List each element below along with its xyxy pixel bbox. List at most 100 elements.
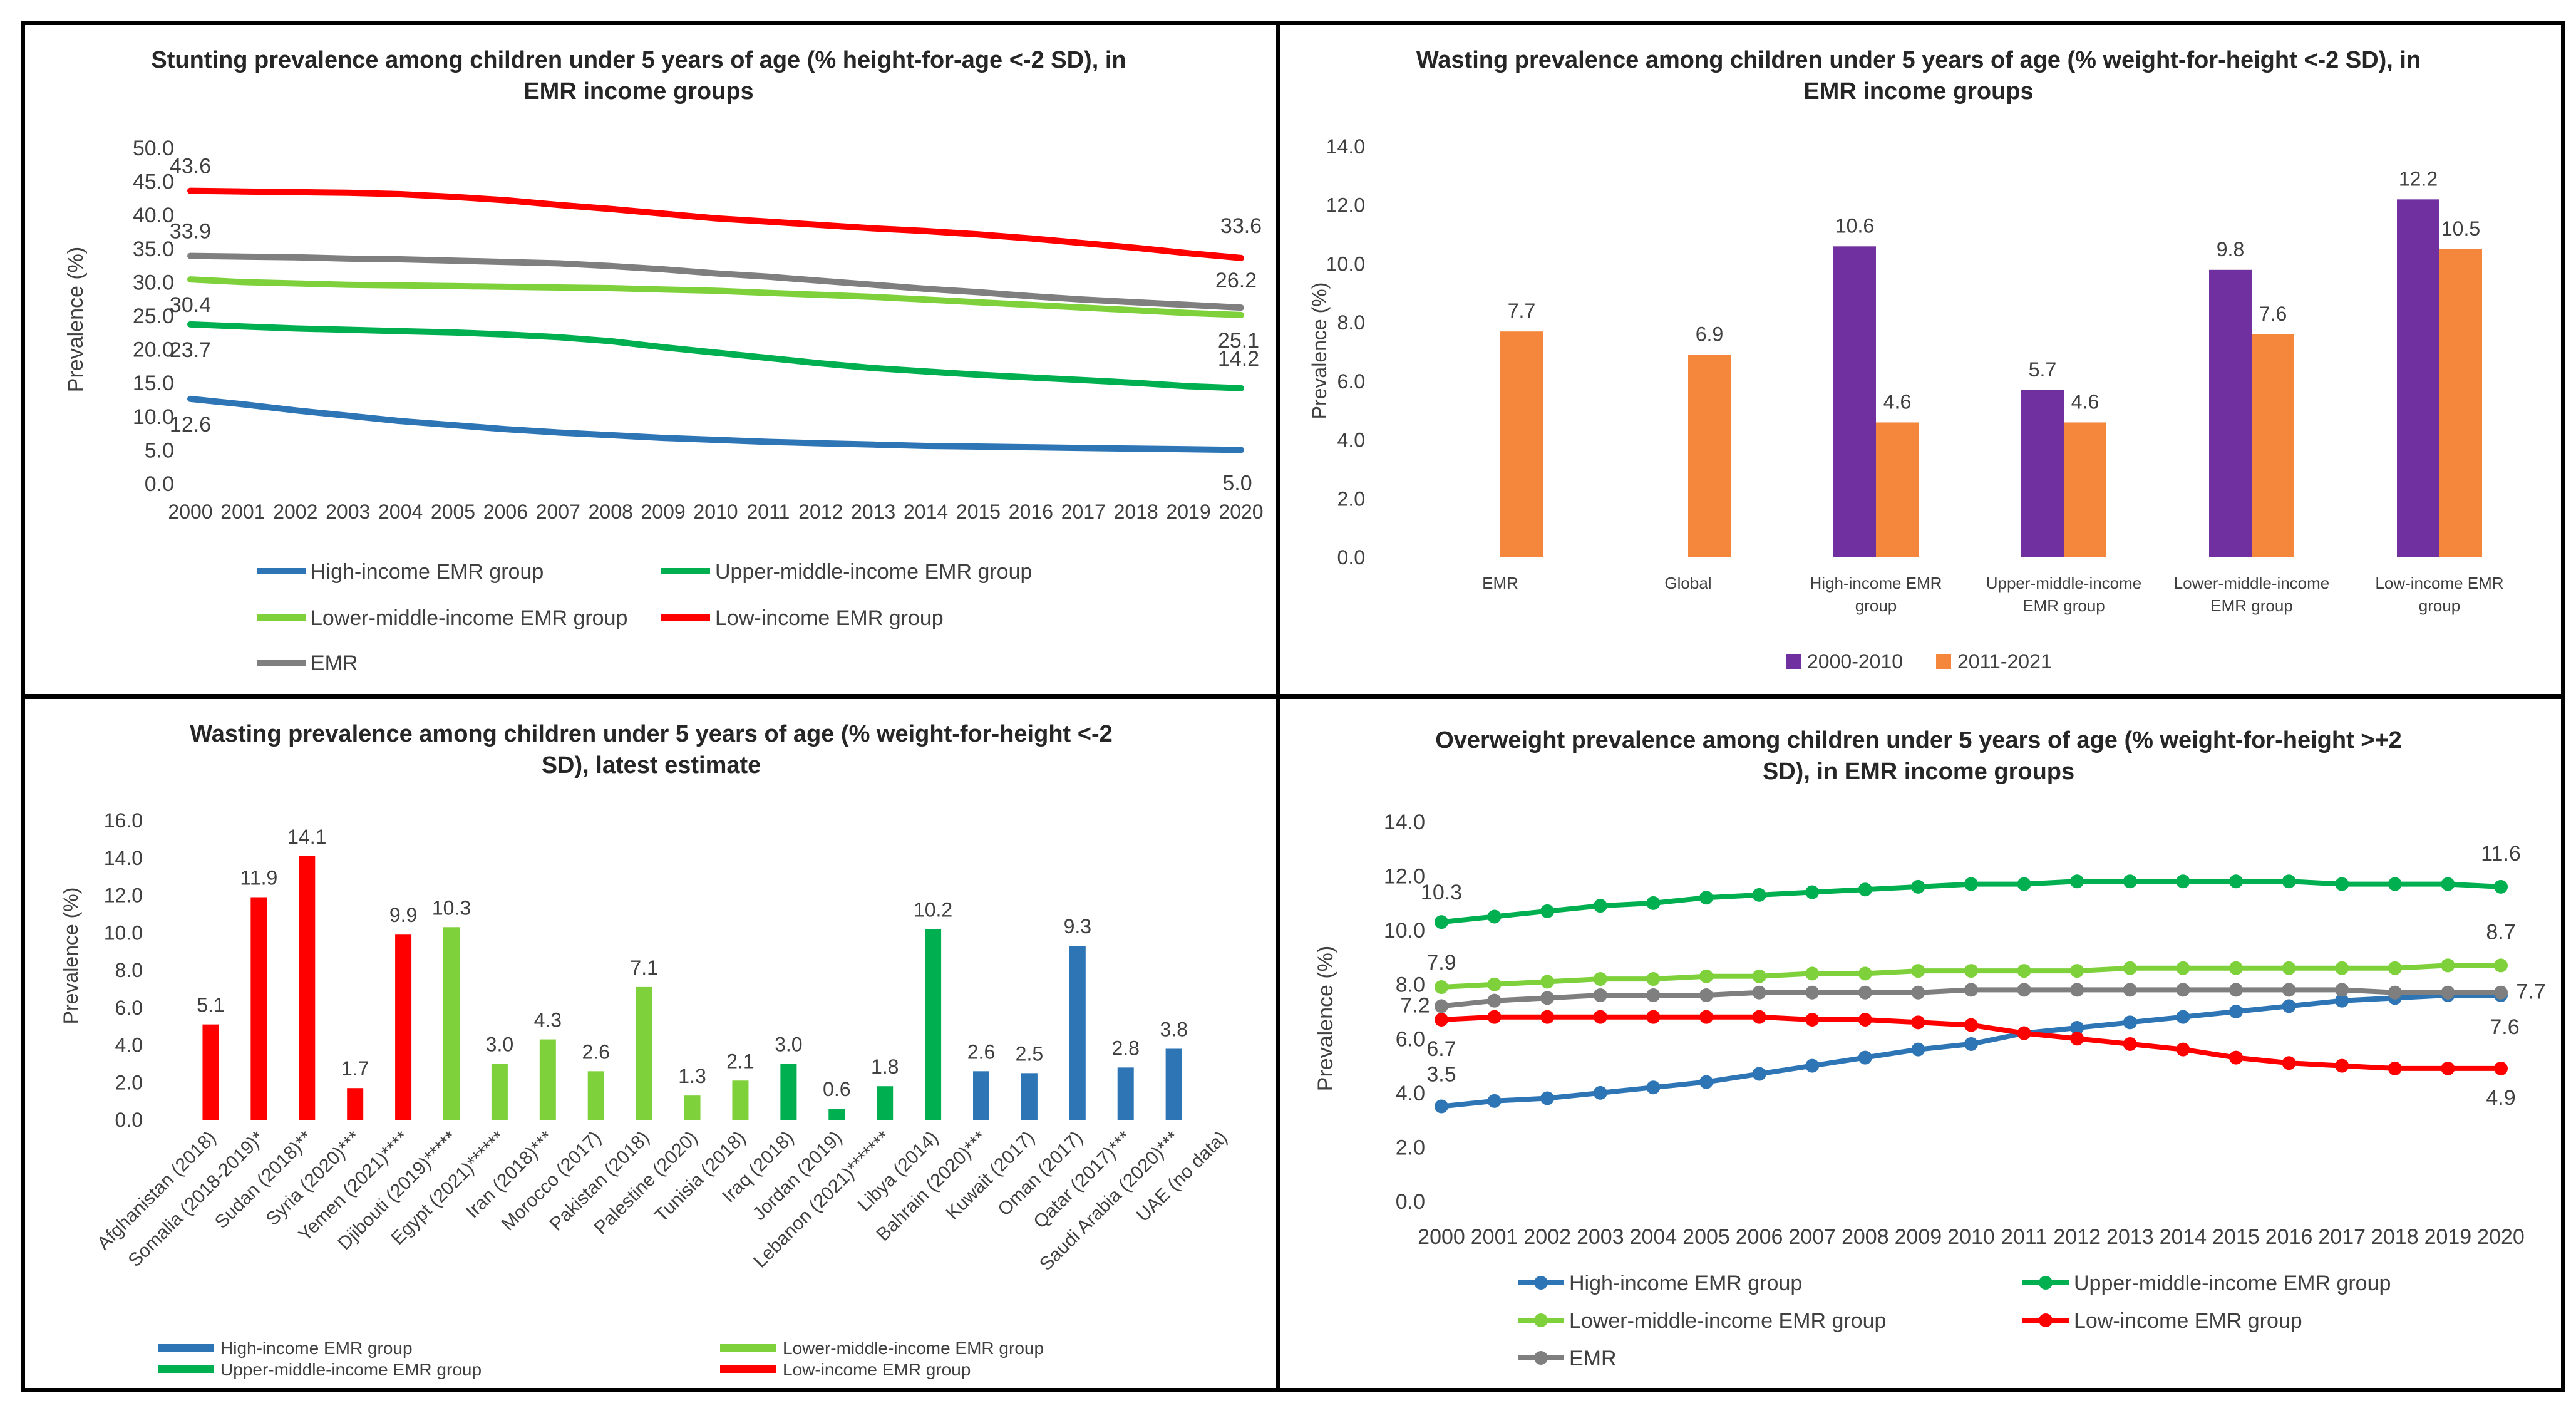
wasting-countries-data-label: 10.2 <box>914 898 952 921</box>
overweight-y-tick-label: 12.0 <box>1384 865 1425 889</box>
overweight-legend-marker-low <box>2039 1313 2053 1327</box>
overweight-point-lower <box>2123 961 2137 975</box>
overweight-point-low <box>1435 1012 1448 1027</box>
wasting-countries-data-label: 2.8 <box>1111 1037 1139 1059</box>
overweight-point-emr <box>1858 985 1872 1000</box>
wasting-countries-y-tick-label: 2.0 <box>115 1071 143 1094</box>
overweight-point-low <box>1593 1010 1607 1024</box>
wasting-groups-title-line-2: EMR income groups <box>1803 78 2033 105</box>
stunting-data-label-lower: 25.1 <box>1218 329 1259 353</box>
overweight-point-low <box>1487 1010 1502 1024</box>
wasting-countries-data-label: 9.9 <box>389 904 417 926</box>
stunting-y-tick-label: 0.0 <box>145 472 174 496</box>
overweight-point-upper <box>2229 874 2243 889</box>
overweight-point-high <box>1646 1080 1661 1095</box>
overweight-x-tick-label: 2015 <box>2212 1225 2260 1249</box>
overweight-point-low <box>2441 1061 2455 1075</box>
overweight-data-label-emr: 7.2 <box>1400 993 1430 1017</box>
stunting-line-upper <box>187 321 1244 391</box>
overweight-x-tick-label: 2011 <box>2001 1225 2047 1249</box>
overweight-x-tick-label: 2001 <box>1471 1225 1518 1249</box>
overweight-point-low <box>2282 1056 2296 1070</box>
wasting-groups-legend-label: 2000-2010 <box>1807 650 1903 673</box>
overweight-point-lower <box>1593 972 1607 986</box>
stunting-x-tick-label: 2000 <box>168 500 212 523</box>
wasting-countries-data-label: 4.3 <box>534 1009 562 1032</box>
overweight-point-lower <box>1805 966 1820 981</box>
wasting-countries-data-label: 2.6 <box>967 1040 995 1063</box>
wasting-countries-category-label: Oman (2017) <box>994 1127 1086 1220</box>
stunting-y-tick-label: 30.0 <box>133 271 174 294</box>
wasting-countries-bar <box>636 986 652 1120</box>
wasting-groups-y-tick-label: 14.0 <box>1326 135 1365 158</box>
overweight-point-upper <box>2176 874 2190 889</box>
overweight-point-high <box>2123 1015 2137 1030</box>
wasting-groups-data-label: 10.5 <box>2441 217 2480 240</box>
wasting-countries-bar <box>828 1109 845 1120</box>
wasting-countries-y-tick-label: 12.0 <box>104 884 143 907</box>
overweight-legend-label-low: Low-income EMR group <box>2074 1309 2302 1333</box>
stunting-data-label-high: 5.0 <box>1222 471 1252 495</box>
stunting-line-low <box>187 187 1244 261</box>
wasting-countries-bar <box>732 1080 749 1120</box>
overweight-point-low <box>2123 1037 2137 1051</box>
wasting-groups-category-label: EMR group <box>2210 596 2293 615</box>
overweight-point-upper <box>1805 885 1820 899</box>
wasting-groups-bar-p2 <box>1500 331 1543 557</box>
overweight-legend-label-upper: Upper-middle-income EMR group <box>2074 1271 2391 1295</box>
wasting-countries-data-label: 2.1 <box>726 1050 754 1072</box>
overweight-point-emr <box>1964 983 1978 997</box>
wasting-countries-data-label: 1.3 <box>678 1065 706 1087</box>
wasting-countries-bar <box>395 934 412 1120</box>
overweight-point-high <box>2229 1005 2243 1018</box>
stunting-line-high <box>187 395 1244 453</box>
overweight-point-lower <box>2229 961 2243 975</box>
wasting-groups-legend-swatch <box>1936 654 1951 669</box>
overweight-point-lower <box>2282 961 2296 975</box>
stunting-data-label-upper: 14.2 <box>1218 347 1259 371</box>
wasting-countries-y-tick-label: 0.0 <box>115 1109 143 1131</box>
wasting-countries-data-label: 10.3 <box>432 896 471 919</box>
wasting-groups-bar-p1 <box>1833 246 1876 557</box>
wasting-countries-bar <box>1021 1073 1038 1120</box>
overweight-x-tick-label: 2012 <box>2053 1225 2101 1249</box>
overweight-point-emr <box>1911 985 1925 1000</box>
overweight-point-upper <box>1752 888 1766 902</box>
stunting-y-tick-label: 5.0 <box>145 438 174 462</box>
stunting-data-label-upper: 23.7 <box>170 338 211 362</box>
overweight-point-emr <box>1646 988 1661 1003</box>
wasting-countries-bar <box>1165 1048 1182 1120</box>
stunting-x-tick-label: 2002 <box>273 500 317 523</box>
wasting-groups-category-label: Upper-middle-income <box>1986 574 2142 593</box>
wasting-groups-legend-swatch <box>1786 654 1801 669</box>
wasting-countries-data-label: 5.1 <box>197 994 224 1017</box>
overweight-data-label-high: 7.6 <box>2490 1015 2519 1039</box>
stunting-data-label-emr: 26.2 <box>1215 269 1257 292</box>
wasting-groups-y-axis-label: Prevalence (%) <box>1308 282 1331 420</box>
overweight-point-lower <box>2070 964 2084 978</box>
overweight-x-tick-label: 2002 <box>1523 1225 1571 1249</box>
stunting-x-tick-label: 2004 <box>378 500 423 523</box>
overweight-point-low <box>1646 1010 1661 1024</box>
stunting-chart-panel: Stunting prevalence among children under… <box>21 21 1280 698</box>
wasting-countries-bar <box>347 1088 364 1120</box>
stunting-line-lower <box>187 276 1244 318</box>
wasting-countries-data-label: 1.7 <box>341 1057 369 1080</box>
overweight-x-tick-label: 2000 <box>1418 1225 1465 1249</box>
stunting-x-tick-label: 2008 <box>589 500 633 523</box>
overweight-point-low <box>1699 1010 1713 1024</box>
overweight-title-line-1: Overweight prevalence among children und… <box>1435 727 2402 753</box>
overweight-x-tick-label: 2013 <box>2106 1225 2154 1249</box>
overweight-point-low <box>2388 1061 2402 1075</box>
overweight-point-emr <box>2282 983 2296 997</box>
overweight-point-upper <box>1487 909 1502 924</box>
overweight-x-tick-label: 2008 <box>1842 1225 1889 1249</box>
stunting-y-tick-label: 25.0 <box>133 304 174 328</box>
overweight-data-label-lower: 8.7 <box>2486 920 2515 944</box>
overweight-point-emr <box>1435 999 1448 1013</box>
wasting-countries-bar <box>202 1024 219 1120</box>
stunting-x-tick-label: 2009 <box>641 500 686 523</box>
wasting-countries-title-line-1: Wasting prevalence among children under … <box>190 721 1112 747</box>
wasting-countries-y-tick-label: 6.0 <box>115 996 143 1019</box>
stunting-legend-label-emr: EMR <box>311 651 358 675</box>
